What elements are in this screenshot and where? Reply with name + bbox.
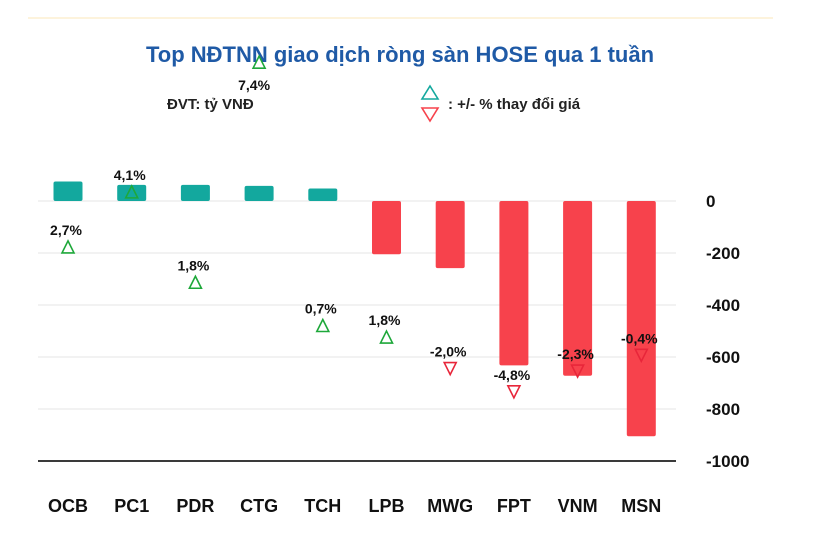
- down-triangle-icon: [634, 348, 649, 364]
- down-triangle-icon: [506, 385, 522, 400]
- down-triangle-icon: [570, 364, 585, 379]
- bar: [244, 185, 274, 201]
- up-triangle-icon: [188, 274, 203, 290]
- up-triangle-icon: [315, 317, 331, 333]
- price-change-label: -0,4%: [621, 330, 658, 346]
- bar: [435, 201, 465, 269]
- price-change-label: 2,7%: [50, 222, 82, 238]
- category-label: VNM: [558, 496, 598, 516]
- y-tick-label: -800: [706, 400, 740, 419]
- top-divider: [28, 17, 773, 19]
- y-tick-label: -200: [706, 244, 740, 263]
- bar: [53, 181, 83, 201]
- y-tick-label: 0: [706, 192, 715, 211]
- price-change-label: 7,4%: [238, 77, 270, 93]
- unit-label: ĐVT: tỷ VNĐ: [167, 96, 254, 113]
- bar: [499, 201, 529, 366]
- y-tick-label: -600: [706, 348, 740, 367]
- category-label: PC1: [114, 496, 149, 516]
- chart-title: Top NĐTNN giao dịch ròng sàn HOSE qua 1 …: [145, 42, 655, 67]
- category-label: TCH: [304, 496, 341, 516]
- price-change-label: -4,8%: [494, 367, 531, 383]
- category-label: MWG: [427, 496, 473, 516]
- price-change-label: 1,8%: [177, 257, 209, 273]
- y-tick-label: -400: [706, 296, 740, 315]
- bar: [372, 201, 401, 255]
- up-triangle-icon: [124, 184, 139, 199]
- bar: [308, 188, 338, 201]
- category-label: MSN: [621, 496, 661, 516]
- up-triangle-icon: [251, 54, 267, 69]
- price-change-label: 0,7%: [305, 300, 337, 316]
- up-triangle-icon: [60, 239, 76, 254]
- legend-down-triangle-icon: [420, 107, 440, 123]
- category-label: FPT: [497, 496, 531, 516]
- category-label: LPB: [369, 496, 405, 516]
- bar: [626, 201, 656, 437]
- price-change-label: -2,3%: [557, 346, 594, 362]
- price-change-label: 1,8%: [369, 312, 401, 328]
- price-change-label: 4,1%: [114, 167, 146, 183]
- bar: [563, 201, 593, 376]
- y-tick-label: -1000: [706, 452, 749, 471]
- down-triangle-icon: [442, 361, 458, 377]
- category-label: PDR: [176, 496, 214, 516]
- price-change-label: -2,0%: [430, 344, 467, 360]
- up-triangle-icon: [379, 329, 394, 344]
- legend-label: : +/- % thay đổi giá: [448, 96, 581, 113]
- bar: [180, 184, 210, 201]
- category-label: OCB: [48, 496, 88, 516]
- legend: : +/- % thay đổi giá: [414, 83, 674, 127]
- bar: [117, 184, 147, 201]
- category-label: CTG: [240, 496, 278, 516]
- legend-markers: [420, 84, 440, 123]
- legend-up-triangle-icon: [420, 84, 440, 100]
